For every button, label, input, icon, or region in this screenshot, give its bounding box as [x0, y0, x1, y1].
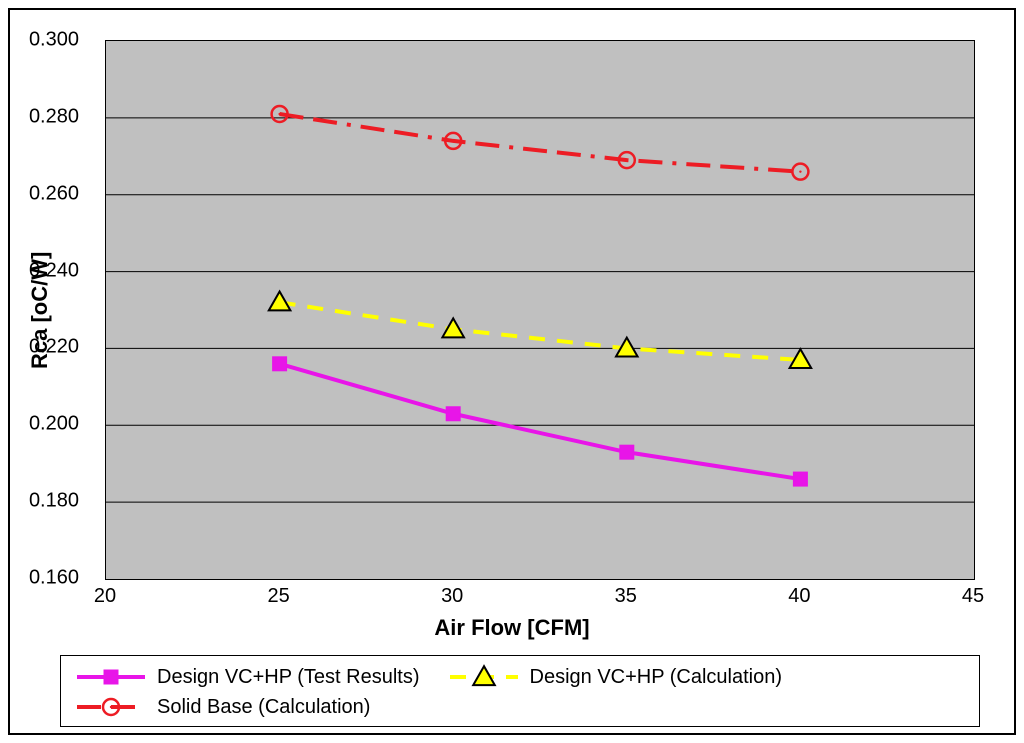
- legend-swatch-solid-base: [75, 694, 147, 720]
- legend-row-2: Solid Base (Calculation): [75, 692, 965, 722]
- legend-swatch-vc-hp-calc: [448, 664, 520, 690]
- x-tick-label: 20: [94, 585, 116, 608]
- x-tick-label: 40: [788, 585, 810, 608]
- y-tick-label: 0.180: [0, 490, 79, 513]
- y-axis-title: Rca [oC/W]: [27, 252, 53, 369]
- legend-swatch-vc-hp-test: [75, 664, 147, 690]
- x-tick-label: 25: [267, 585, 289, 608]
- legend-label: Solid Base (Calculation): [157, 696, 370, 719]
- legend-label: Design VC+HP (Calculation): [530, 666, 783, 689]
- series-svg: [106, 41, 974, 579]
- chart-frame: 0.1600.1800.2000.2200.2400.2600.2800.300…: [8, 8, 1016, 735]
- x-tick-label: 35: [615, 585, 637, 608]
- y-tick-label: 0.260: [0, 182, 79, 205]
- x-axis-title: Air Flow [CFM]: [434, 615, 589, 641]
- x-tick-label: 45: [962, 585, 984, 608]
- x-tick-label: 30: [441, 585, 463, 608]
- y-tick-label: 0.160: [0, 567, 79, 590]
- y-tick-label: 0.300: [0, 29, 79, 52]
- y-tick-label: 0.200: [0, 413, 79, 436]
- legend-label: Design VC+HP (Test Results): [157, 666, 420, 689]
- legend-row-1: Design VC+HP (Test Results) Design VC+HP…: [75, 662, 965, 692]
- legend: Design VC+HP (Test Results) Design VC+HP…: [60, 655, 980, 727]
- plot-area: [105, 40, 975, 580]
- y-tick-label: 0.280: [0, 105, 79, 128]
